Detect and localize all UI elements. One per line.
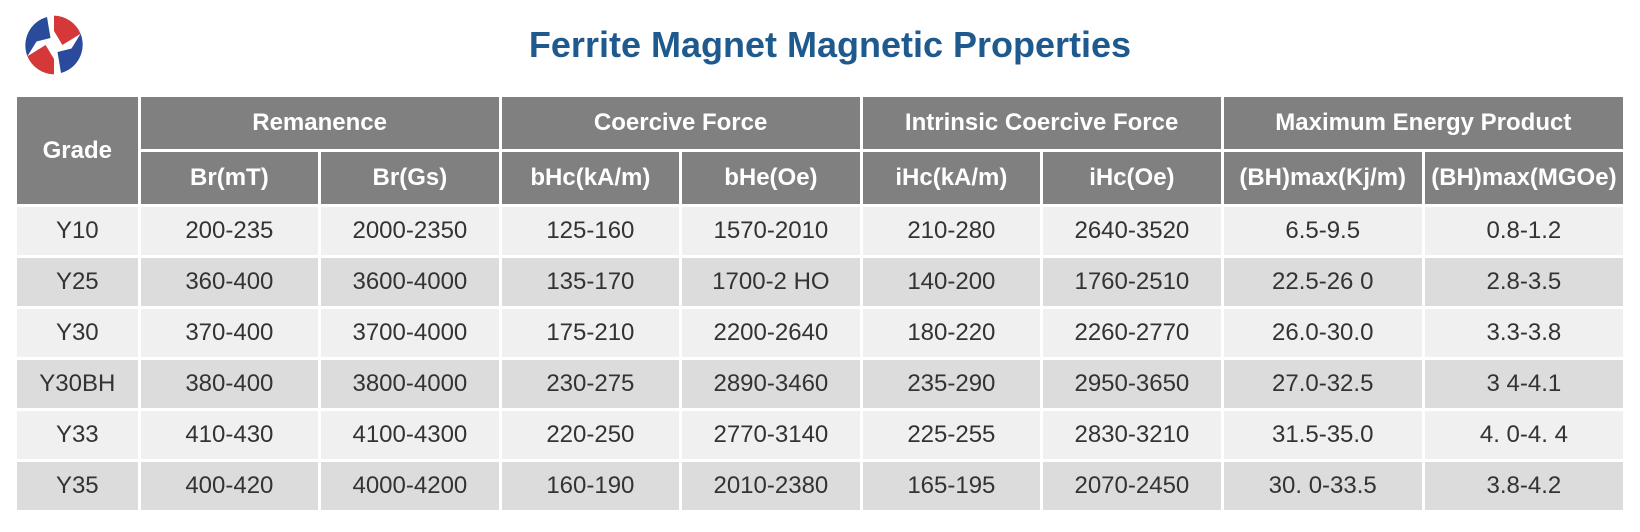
table-header-row-sub: Br(mT) Br(Gs) bHc(kA/m) bHe(Oe) iHc(kA/m… — [17, 152, 1623, 204]
table-row: Y25360-4003600-4000135-1701700-2 HO140-2… — [17, 258, 1623, 306]
col-remanence: Remanence — [141, 97, 499, 149]
cell-ihc_oe: 2950-3650 — [1043, 360, 1221, 408]
cell-bhe_oe: 2010-2380 — [682, 462, 860, 510]
cell-bhe_oe: 1570-2010 — [682, 207, 860, 255]
cell-br_gs: 4000-4200 — [321, 462, 499, 510]
cell-bhmax_mgoe: 3 4-4.1 — [1425, 360, 1623, 408]
cell-br_mt: 200-235 — [141, 207, 319, 255]
cell-ihc_oe: 2830-3210 — [1043, 411, 1221, 459]
cell-ihc_kam: 235-290 — [863, 360, 1041, 408]
cell-br_gs: 3600-4000 — [321, 258, 499, 306]
table-row: Y35400-4204000-4200160-1902010-2380165-1… — [17, 462, 1623, 510]
col-ihc-oe: iHc(Oe) — [1043, 152, 1221, 204]
table-header-row-groups: Grade Remanence Coercive Force Intrinsic… — [17, 97, 1623, 149]
properties-table: Grade Remanence Coercive Force Intrinsic… — [14, 94, 1626, 513]
cell-bhe_oe: 2770-3140 — [682, 411, 860, 459]
cell-bhmax_kjm: 30. 0-33.5 — [1224, 462, 1422, 510]
col-bhmax-kjm: (BH)max(Kj/m) — [1224, 152, 1422, 204]
cell-br_mt: 360-400 — [141, 258, 319, 306]
cell-ihc_kam: 140-200 — [863, 258, 1041, 306]
col-grade: Grade — [17, 97, 138, 204]
col-coercive: Coercive Force — [502, 97, 860, 149]
table-body: Y10200-2352000-2350125-1601570-2010210-2… — [17, 207, 1623, 510]
cell-bhmax_mgoe: 0.8-1.2 — [1425, 207, 1623, 255]
col-maxenergy: Maximum Energy Product — [1224, 97, 1623, 149]
header: Ferrite Magnet Magnetic Properties — [14, 10, 1626, 80]
table-row: Y30BH380-4003800-4000230-2752890-3460235… — [17, 360, 1623, 408]
cell-bhe_oe: 2200-2640 — [682, 309, 860, 357]
cell-ihc_kam: 180-220 — [863, 309, 1041, 357]
cell-grade: Y10 — [17, 207, 138, 255]
cell-br_mt: 410-430 — [141, 411, 319, 459]
cell-bhmax_kjm: 31.5-35.0 — [1224, 411, 1422, 459]
cell-br_gs: 3700-4000 — [321, 309, 499, 357]
cell-bhc_kam: 125-160 — [502, 207, 680, 255]
table-head: Grade Remanence Coercive Force Intrinsic… — [17, 97, 1623, 204]
table-row: Y33410-4304100-4300220-2502770-3140225-2… — [17, 411, 1623, 459]
col-intrinsic: Intrinsic Coercive Force — [863, 97, 1221, 149]
cell-bhmax_kjm: 26.0-30.0 — [1224, 309, 1422, 357]
col-br-gs: Br(Gs) — [321, 152, 499, 204]
cell-bhc_kam: 230-275 — [502, 360, 680, 408]
cell-bhc_kam: 135-170 — [502, 258, 680, 306]
cell-br_mt: 380-400 — [141, 360, 319, 408]
cell-ihc_oe: 2260-2770 — [1043, 309, 1221, 357]
cell-bhe_oe: 1700-2 HO — [682, 258, 860, 306]
cell-ihc_kam: 210-280 — [863, 207, 1041, 255]
cell-grade: Y33 — [17, 411, 138, 459]
cell-br_gs: 4100-4300 — [321, 411, 499, 459]
cell-grade: Y25 — [17, 258, 138, 306]
page-title: Ferrite Magnet Magnetic Properties — [34, 24, 1626, 66]
cell-bhe_oe: 2890-3460 — [682, 360, 860, 408]
cell-grade: Y30 — [17, 309, 138, 357]
cell-ihc_oe: 1760-2510 — [1043, 258, 1221, 306]
cell-ihc_oe: 2640-3520 — [1043, 207, 1221, 255]
col-bhmax-mgoe: (BH)max(MGOe) — [1425, 152, 1623, 204]
cell-bhmax_mgoe: 3.8-4.2 — [1425, 462, 1623, 510]
cell-bhmax_kjm: 6.5-9.5 — [1224, 207, 1422, 255]
col-bhe-oe: bHe(Oe) — [682, 152, 860, 204]
cell-br_gs: 3800-4000 — [321, 360, 499, 408]
col-ihc-kam: iHc(kA/m) — [863, 152, 1041, 204]
cell-bhc_kam: 175-210 — [502, 309, 680, 357]
cell-ihc_oe: 2070-2450 — [1043, 462, 1221, 510]
cell-ihc_kam: 165-195 — [863, 462, 1041, 510]
cell-br_mt: 400-420 — [141, 462, 319, 510]
cell-grade: Y35 — [17, 462, 138, 510]
cell-br_gs: 2000-2350 — [321, 207, 499, 255]
table-row: Y10200-2352000-2350125-1601570-2010210-2… — [17, 207, 1623, 255]
table-row: Y30370-4003700-4000175-2102200-2640180-2… — [17, 309, 1623, 357]
cell-ihc_kam: 225-255 — [863, 411, 1041, 459]
cell-bhc_kam: 220-250 — [502, 411, 680, 459]
col-br-mt: Br(mT) — [141, 152, 319, 204]
cell-bhmax_mgoe: 3.3-3.8 — [1425, 309, 1623, 357]
cell-bhmax_kjm: 27.0-32.5 — [1224, 360, 1422, 408]
cell-br_mt: 370-400 — [141, 309, 319, 357]
cell-bhmax_mgoe: 2.8-3.5 — [1425, 258, 1623, 306]
cell-bhc_kam: 160-190 — [502, 462, 680, 510]
cell-bhmax_kjm: 22.5-26 0 — [1224, 258, 1422, 306]
col-bhc-kam: bHc(kA/m) — [502, 152, 680, 204]
cell-grade: Y30BH — [17, 360, 138, 408]
cell-bhmax_mgoe: 4. 0-4. 4 — [1425, 411, 1623, 459]
